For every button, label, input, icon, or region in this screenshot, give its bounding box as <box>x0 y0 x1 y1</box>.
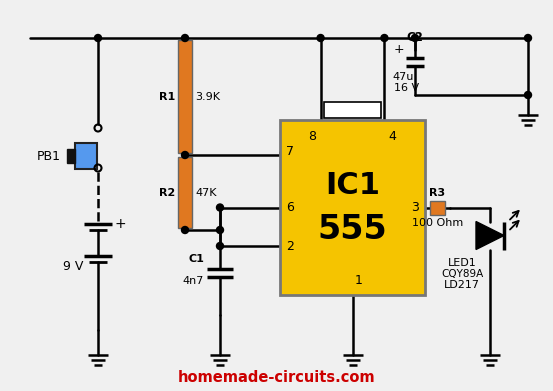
Text: 555: 555 <box>317 213 387 246</box>
Text: 47K: 47K <box>195 188 217 197</box>
Circle shape <box>524 34 531 41</box>
Circle shape <box>524 91 531 99</box>
Text: PB1: PB1 <box>37 151 61 163</box>
Bar <box>178 157 192 228</box>
Text: 4n7: 4n7 <box>182 276 204 287</box>
Bar <box>280 120 425 295</box>
Text: 8: 8 <box>309 130 317 143</box>
Text: 4: 4 <box>388 130 397 143</box>
Text: 9 V: 9 V <box>63 260 84 273</box>
Text: R2: R2 <box>159 188 175 197</box>
Text: 100 Ohm: 100 Ohm <box>412 217 463 228</box>
Circle shape <box>411 34 419 41</box>
Text: LD217: LD217 <box>444 280 480 289</box>
Text: C1: C1 <box>188 255 204 264</box>
Circle shape <box>181 226 189 233</box>
Text: 47u: 47u <box>392 72 414 82</box>
Text: 1: 1 <box>354 274 362 287</box>
Text: 7: 7 <box>286 145 294 158</box>
Text: 3: 3 <box>411 201 419 214</box>
Bar <box>67 149 75 163</box>
Circle shape <box>381 34 388 41</box>
Bar <box>178 40 192 153</box>
Bar <box>430 201 445 215</box>
Text: IC1: IC1 <box>325 171 380 200</box>
Text: CQY89A: CQY89A <box>441 269 483 278</box>
Bar <box>75 143 97 169</box>
Circle shape <box>217 204 223 211</box>
Circle shape <box>217 242 223 249</box>
Text: +: + <box>115 217 127 231</box>
Circle shape <box>181 151 189 158</box>
Circle shape <box>181 34 189 41</box>
Text: LED1: LED1 <box>447 258 476 267</box>
Text: 3.9K: 3.9K <box>195 91 220 102</box>
Polygon shape <box>476 221 504 249</box>
Circle shape <box>95 34 102 41</box>
Text: 6: 6 <box>286 201 294 214</box>
Text: C2: C2 <box>406 31 424 44</box>
Text: homemade-circuits.com: homemade-circuits.com <box>178 371 376 386</box>
Bar <box>324 102 382 118</box>
Circle shape <box>217 226 223 233</box>
Text: +: + <box>393 43 404 56</box>
Text: R1: R1 <box>159 91 175 102</box>
Text: R3: R3 <box>430 188 446 197</box>
Circle shape <box>317 34 324 41</box>
Text: 16 V: 16 V <box>394 83 420 93</box>
Text: 2: 2 <box>286 240 294 253</box>
